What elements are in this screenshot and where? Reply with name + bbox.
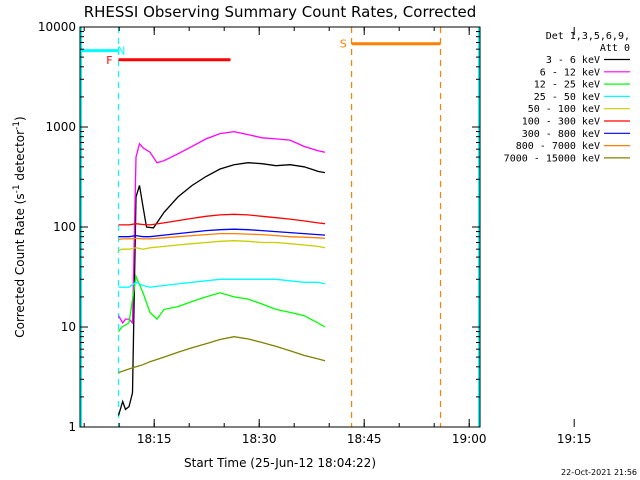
series-line-0-0 — [117, 162, 326, 416]
y-label-part-3: -1 — [12, 121, 22, 130]
legend-entry-label: 3 - 6 keV — [546, 55, 600, 66]
marker-label-N: N — [117, 45, 125, 58]
series-line-5-0 — [118, 213, 326, 226]
series-line-7-0 — [118, 232, 326, 241]
timestamp: 22-Oct-2021 21:56 — [561, 468, 637, 477]
series-line-4-0 — [118, 240, 326, 252]
y-tick-label: 1000 — [45, 120, 76, 134]
x-tick-label: 19:15 — [557, 432, 592, 446]
legend-entry-label: 7000 - 15000 keV — [504, 153, 600, 164]
series-line-6-0 — [118, 228, 326, 238]
y-axis-label-text: Corrected Count Rate (s-1 detector-1) — [12, 116, 27, 337]
series-line-2-0 — [117, 274, 326, 332]
marker-label-F: F — [106, 54, 112, 67]
legend-entry-label: 800 - 7000 keV — [516, 141, 600, 152]
legend-header-line: Det 1,3,5,6,9, — [546, 31, 630, 42]
x-axis-label: Start Time (25-Jun-12 18:04:22) — [184, 456, 376, 470]
x-tick-label: 18:15 — [137, 432, 172, 446]
y-label-part-1: -1 — [12, 184, 22, 193]
legend-entry-label: 12 - 25 keV — [534, 80, 600, 91]
series-line-8-0 — [118, 336, 326, 374]
legend-entry-label: 25 - 50 keV — [534, 92, 600, 103]
legend-header-line: Att 0 — [600, 43, 630, 54]
y-tick-label: 10 — [61, 320, 76, 334]
series-line-3-0 — [118, 278, 326, 288]
y-tick-label: 10000 — [38, 20, 76, 34]
y-axis: 1 10 100 1000 10000 — [38, 20, 480, 434]
marker-label-S: S — [340, 38, 347, 51]
y-label-part-0: Corrected Count Rate (s — [13, 193, 27, 337]
y-tick-label: 100 — [53, 220, 76, 234]
x-tick-label: 18:45 — [347, 432, 382, 446]
y-axis-label: Corrected Count Rate (s-1 detector-1) — [12, 116, 27, 337]
legend-entry-label: 300 - 800 keV — [522, 129, 600, 140]
legend-entry-label: 100 - 300 keV — [522, 117, 600, 128]
legend-entry-label: 50 - 100 keV — [528, 104, 600, 115]
series-line-1-0 — [117, 130, 326, 325]
chart-title: RHESSI Observing Summary Count Rates, Co… — [84, 3, 477, 21]
y-label-part-2: detector — [13, 130, 27, 185]
x-tick-label: 19:00 — [452, 432, 487, 446]
y-label-part-4: ) — [13, 116, 27, 121]
legend-entry-label: 6 - 12 keV — [540, 67, 600, 78]
y-tick-label: 1 — [68, 420, 76, 434]
x-tick-label: 18:30 — [242, 432, 277, 446]
